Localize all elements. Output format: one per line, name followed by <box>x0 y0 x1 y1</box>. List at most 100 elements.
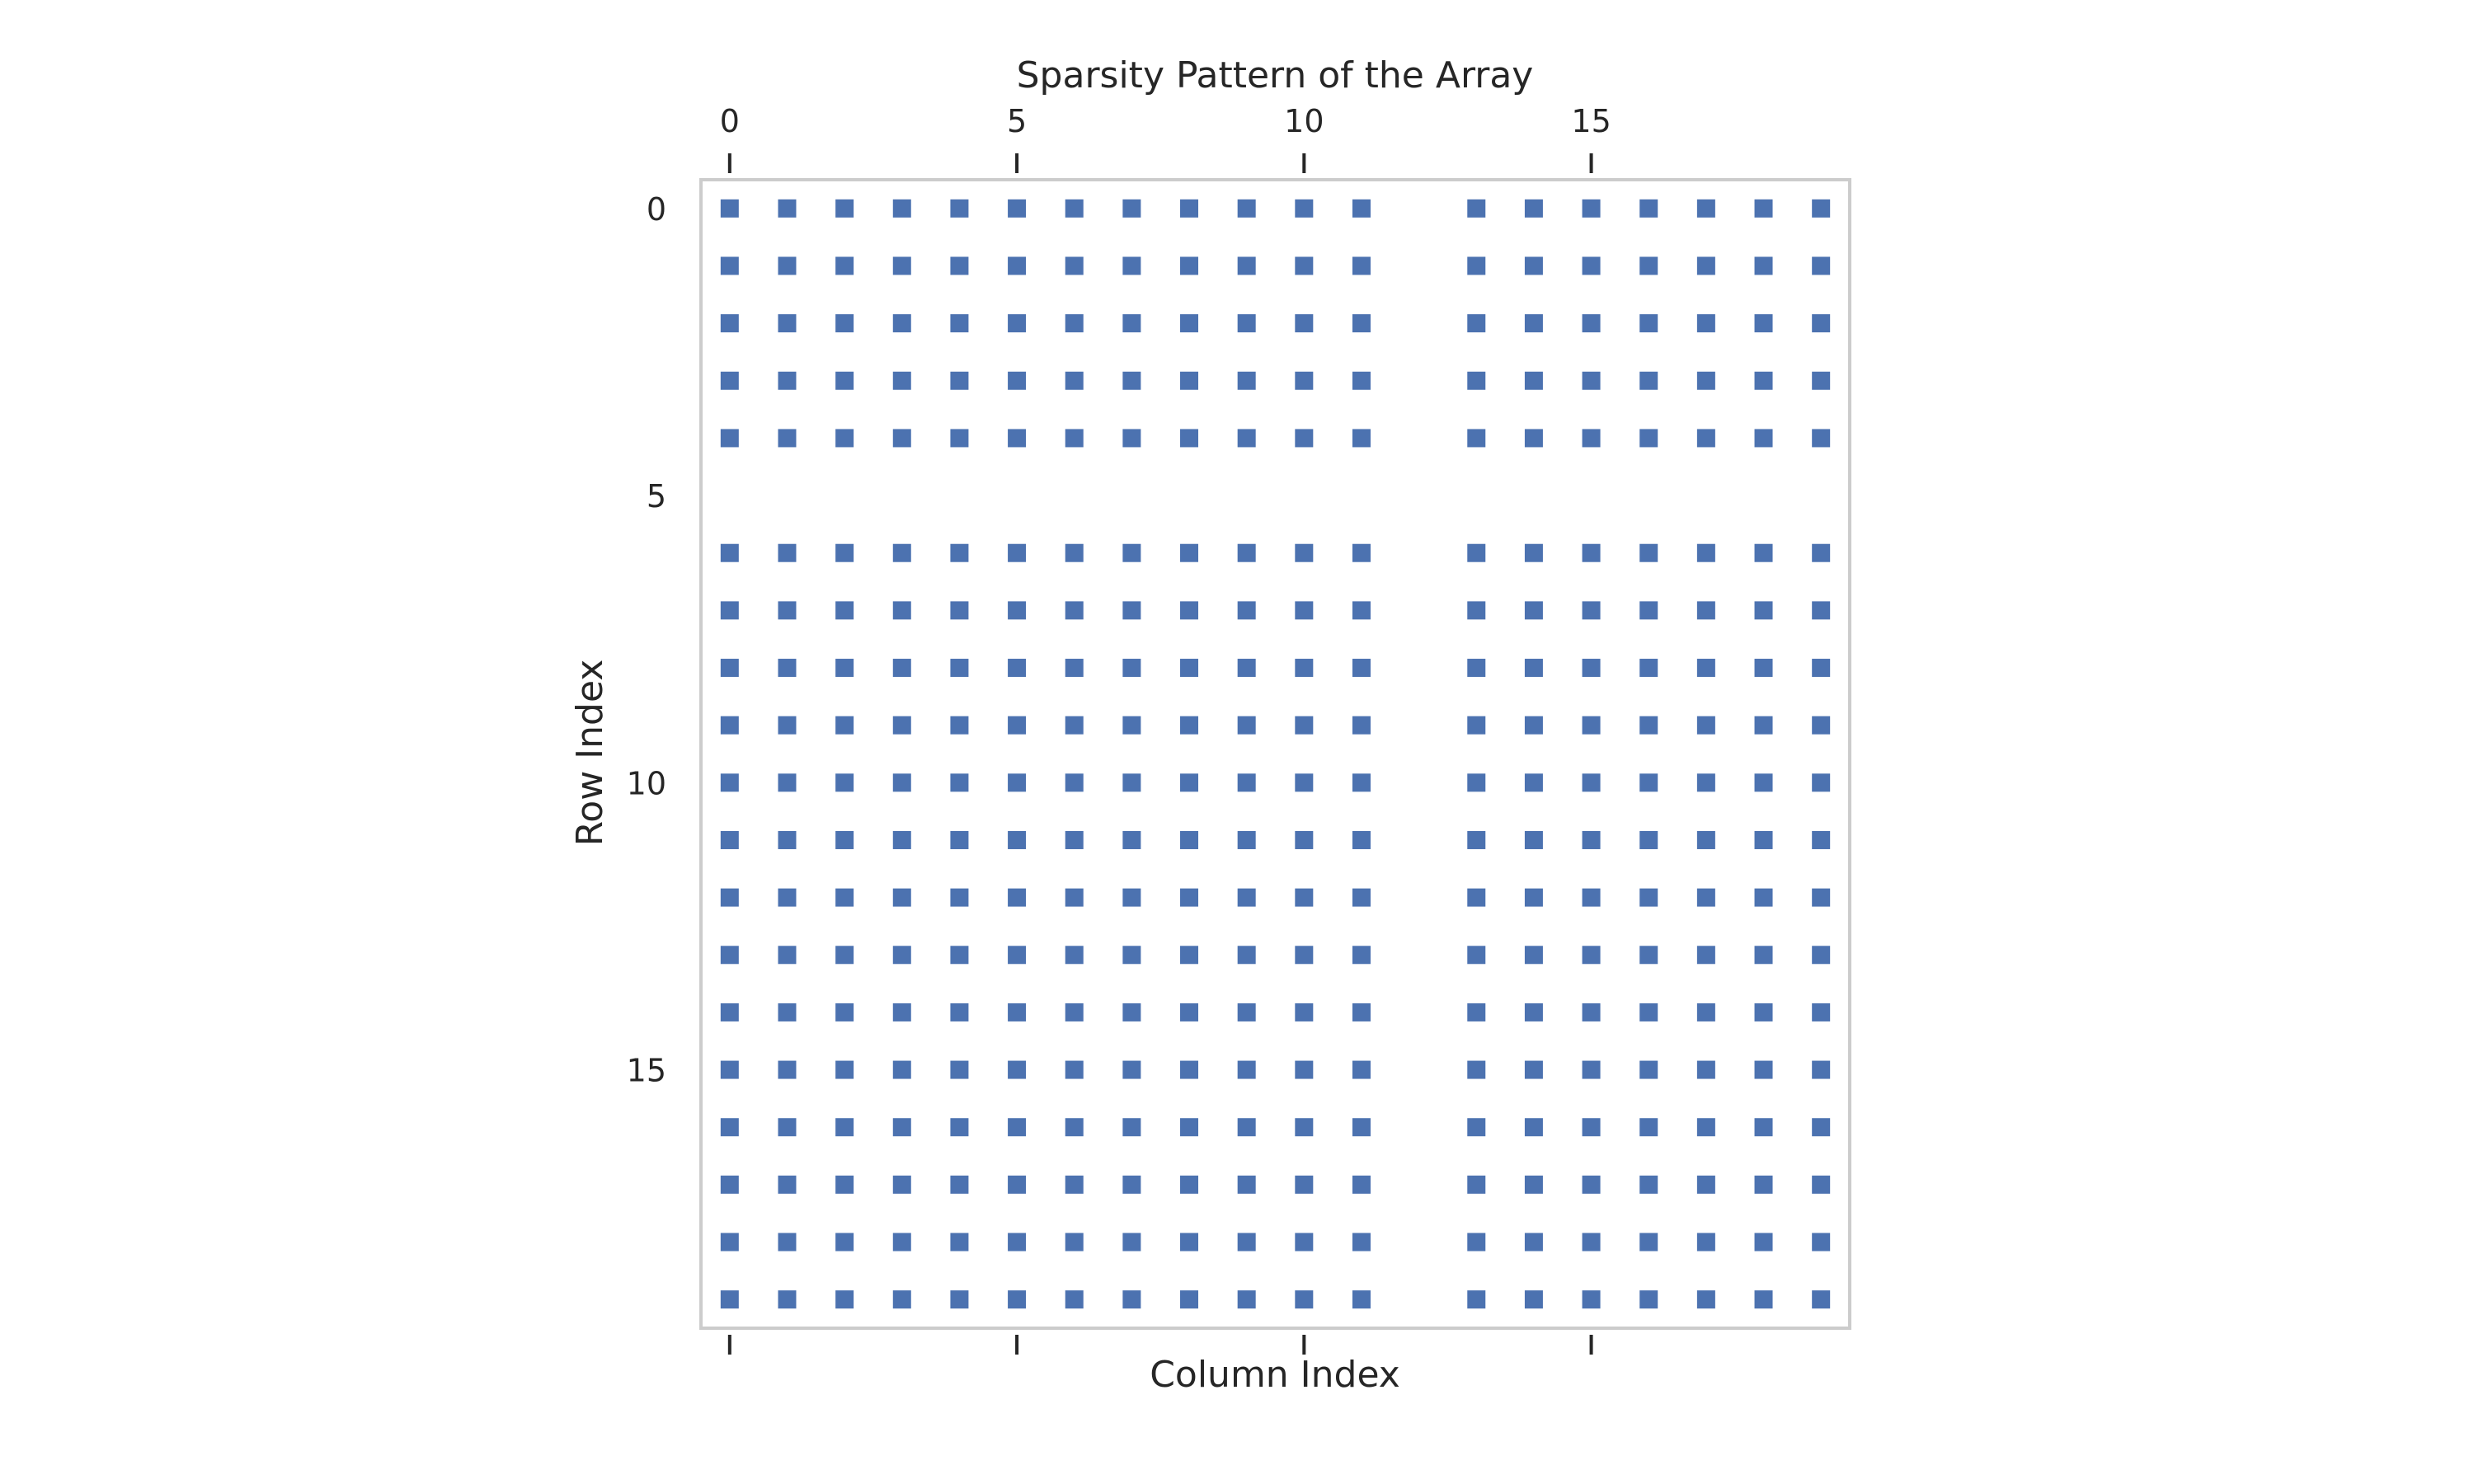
nonzero-marker <box>1295 429 1314 448</box>
nonzero-marker <box>1696 1118 1715 1137</box>
nonzero-marker <box>1467 199 1486 218</box>
nonzero-marker <box>1008 256 1027 275</box>
nonzero-marker <box>1467 773 1486 792</box>
nonzero-marker <box>1696 429 1715 448</box>
nonzero-marker <box>1122 199 1141 218</box>
nonzero-marker <box>1008 1233 1027 1252</box>
nonzero-marker <box>892 1290 911 1309</box>
nonzero-marker <box>1754 1233 1773 1252</box>
nonzero-marker <box>1524 543 1543 562</box>
nonzero-marker <box>1812 1233 1831 1252</box>
nonzero-marker <box>1065 1290 1084 1309</box>
nonzero-marker <box>1467 946 1486 965</box>
nonzero-marker <box>1352 1233 1371 1252</box>
nonzero-marker <box>1237 1060 1256 1079</box>
nonzero-marker <box>1295 946 1314 965</box>
nonzero-marker <box>1524 429 1543 448</box>
nonzero-marker <box>1754 946 1773 965</box>
nonzero-marker <box>1639 199 1658 218</box>
nonzero-marker <box>1812 830 1831 849</box>
nonzero-marker <box>1524 1175 1543 1194</box>
nonzero-marker <box>950 659 969 678</box>
nonzero-marker <box>1065 429 1084 448</box>
nonzero-marker <box>1524 1003 1543 1021</box>
nonzero-marker <box>1582 1003 1601 1021</box>
nonzero-marker <box>1352 1060 1371 1079</box>
nonzero-marker <box>1754 659 1773 678</box>
nonzero-marker <box>1639 716 1658 735</box>
nonzero-marker <box>1065 1118 1084 1137</box>
nonzero-marker <box>1008 888 1027 907</box>
nonzero-marker <box>950 199 969 218</box>
nonzero-marker <box>1008 1175 1027 1194</box>
nonzero-marker <box>1237 659 1256 678</box>
nonzero-marker <box>892 659 911 678</box>
nonzero-marker <box>1065 830 1084 849</box>
nonzero-marker <box>1639 773 1658 792</box>
nonzero-marker <box>1008 543 1027 562</box>
nonzero-marker <box>835 716 854 735</box>
nonzero-marker <box>1352 1118 1371 1137</box>
nonzero-marker <box>1524 199 1543 218</box>
x-tick-label: 15 <box>1571 103 1611 139</box>
y-tick-label: 5 <box>647 478 666 514</box>
nonzero-marker <box>1352 256 1371 275</box>
nonzero-marker <box>1696 1233 1715 1252</box>
nonzero-marker <box>1180 1003 1199 1021</box>
y-axis-label: Row Index <box>569 660 611 847</box>
nonzero-marker <box>1639 888 1658 907</box>
nonzero-marker <box>1180 888 1199 907</box>
nonzero-marker <box>1295 888 1314 907</box>
nonzero-marker <box>1180 1118 1199 1137</box>
nonzero-marker <box>950 371 969 390</box>
nonzero-marker <box>1180 946 1199 965</box>
nonzero-marker <box>1582 371 1601 390</box>
nonzero-marker <box>720 199 739 218</box>
nonzero-marker <box>1237 256 1256 275</box>
nonzero-marker <box>1754 830 1773 849</box>
nonzero-marker <box>778 1003 797 1021</box>
nonzero-marker <box>950 946 969 965</box>
nonzero-marker <box>1295 1060 1314 1079</box>
nonzero-marker <box>892 888 911 907</box>
nonzero-marker <box>1295 1118 1314 1137</box>
nonzero-marker <box>1812 601 1831 620</box>
nonzero-marker <box>1696 773 1715 792</box>
nonzero-marker <box>720 371 739 390</box>
nonzero-marker <box>778 946 797 965</box>
nonzero-marker <box>1812 716 1831 735</box>
nonzero-marker <box>835 543 854 562</box>
nonzero-marker <box>1754 199 1773 218</box>
nonzero-marker <box>1467 1175 1486 1194</box>
nonzero-marker <box>950 830 969 849</box>
nonzero-marker <box>1008 716 1027 735</box>
nonzero-marker <box>1180 256 1199 275</box>
nonzero-marker <box>1639 256 1658 275</box>
nonzero-marker <box>1008 1118 1027 1137</box>
nonzero-marker <box>950 256 969 275</box>
nonzero-marker <box>1754 429 1773 448</box>
nonzero-marker <box>1180 199 1199 218</box>
nonzero-marker <box>950 429 969 448</box>
nonzero-marker <box>1180 429 1199 448</box>
nonzero-marker <box>835 888 854 907</box>
nonzero-marker <box>950 1175 969 1194</box>
nonzero-marker <box>835 199 854 218</box>
nonzero-marker <box>1696 830 1715 849</box>
nonzero-marker <box>892 946 911 965</box>
nonzero-marker <box>1582 716 1601 735</box>
nonzero-marker <box>1008 830 1027 849</box>
nonzero-marker <box>1122 601 1141 620</box>
nonzero-marker <box>1065 256 1084 275</box>
nonzero-marker <box>1352 946 1371 965</box>
nonzero-marker <box>1696 659 1715 678</box>
nonzero-marker <box>1754 1175 1773 1194</box>
nonzero-marker <box>835 1003 854 1021</box>
nonzero-marker <box>1467 1290 1486 1309</box>
nonzero-marker <box>1180 371 1199 390</box>
nonzero-marker <box>1582 659 1601 678</box>
nonzero-marker <box>720 1233 739 1252</box>
nonzero-marker <box>1812 659 1831 678</box>
nonzero-marker <box>778 371 797 390</box>
nonzero-marker <box>1524 716 1543 735</box>
